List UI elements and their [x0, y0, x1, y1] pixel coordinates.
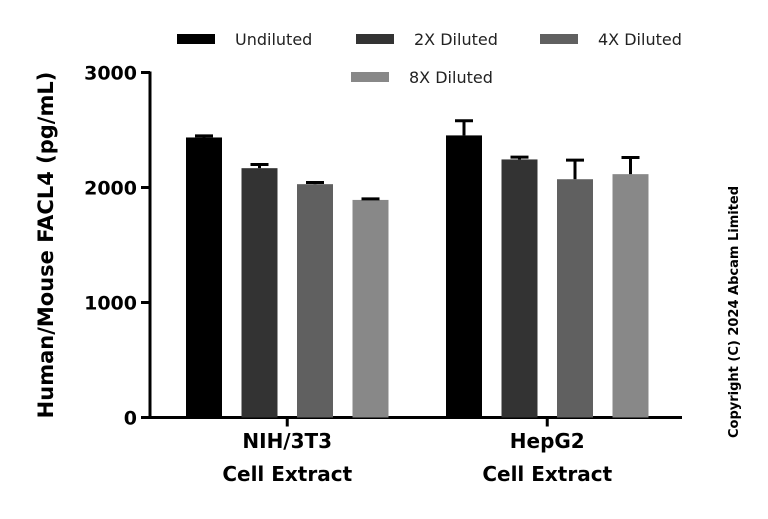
- legend-swatch: [351, 72, 389, 82]
- legend-label: 2X Diluted: [414, 30, 498, 49]
- legend-label: Undiluted: [235, 30, 312, 49]
- legend-swatch: [177, 34, 215, 44]
- y-axis-label: Human/Mouse FACL4 (pg/mL): [34, 72, 58, 419]
- y-tick-label: 1000: [84, 293, 137, 315]
- bar: [557, 179, 593, 418]
- x-tick-label: Cell Extract: [222, 462, 352, 486]
- y-tick-label: 2000: [84, 178, 137, 200]
- bar: [501, 159, 538, 418]
- bar: [352, 199, 389, 418]
- legend-label: 8X Diluted: [409, 68, 493, 87]
- legend-swatch: [540, 34, 578, 44]
- copyright-annotation: Copyright (C) 2024 Abcam Limited: [727, 186, 742, 438]
- bars: [186, 119, 649, 418]
- bar: [241, 168, 278, 418]
- legend-label: 4X Diluted: [598, 30, 682, 49]
- bar: [297, 184, 333, 418]
- bar: [446, 135, 482, 418]
- x-tick-label: Cell Extract: [482, 462, 612, 486]
- x-tick-label: NIH/3T3: [242, 429, 332, 453]
- legend-swatch: [356, 34, 394, 44]
- x-tick-label: HepG2: [510, 429, 585, 453]
- y-tick-label: 0: [124, 408, 137, 430]
- axes: 0 1000 2000 3000 NIH/3T3 Cell Extract HepG2 Cel…: [84, 63, 682, 486]
- legend: Undiluted 2X Diluted 4X Diluted 8X Diluted: [177, 30, 682, 87]
- y-tick-label: 3000: [84, 63, 137, 85]
- bar: [186, 137, 222, 418]
- bar: [612, 174, 649, 418]
